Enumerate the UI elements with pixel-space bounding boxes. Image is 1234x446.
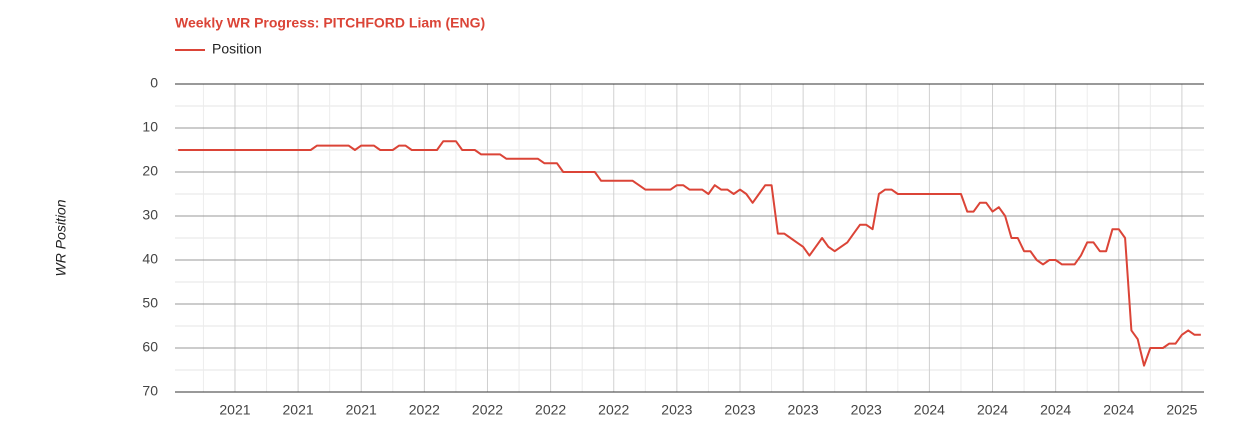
chart-title: Weekly WR Progress: PITCHFORD Liam (ENG) [175,15,485,31]
x-tick-label: 2022 [472,402,503,418]
x-tick-label: 2024 [1103,402,1134,418]
y-tick-label: 40 [142,251,158,267]
y-axis-label: WR Position [53,199,69,276]
x-tick-label: 2022 [598,402,629,418]
legend-label: Position [212,41,262,57]
x-tick-label: 2022 [409,402,440,418]
y-tick-label: 50 [142,295,158,311]
x-tick-label: 2021 [283,402,314,418]
x-tick-label: 2023 [661,402,692,418]
x-tick-label: 2023 [788,402,819,418]
x-tick-label: 2025 [1166,402,1197,418]
x-tick-label: 2021 [346,402,377,418]
x-tick-label: 2021 [219,402,250,418]
x-tick-label: 2023 [851,402,882,418]
y-tick-label: 70 [142,383,158,399]
data-line [178,140,1201,367]
y-tick-label: 20 [142,163,158,179]
x-tick-label: 2024 [977,402,1008,418]
x-tick-label: 2024 [1040,402,1071,418]
x-tick-label: 2022 [535,402,566,418]
y-tick-label: 30 [142,207,158,223]
x-tick-label: 2023 [724,402,755,418]
y-tick-label: 0 [150,75,158,91]
y-tick-label: 60 [142,339,158,355]
x-tick-label: 2024 [914,402,945,418]
y-tick-label: 10 [142,119,158,135]
